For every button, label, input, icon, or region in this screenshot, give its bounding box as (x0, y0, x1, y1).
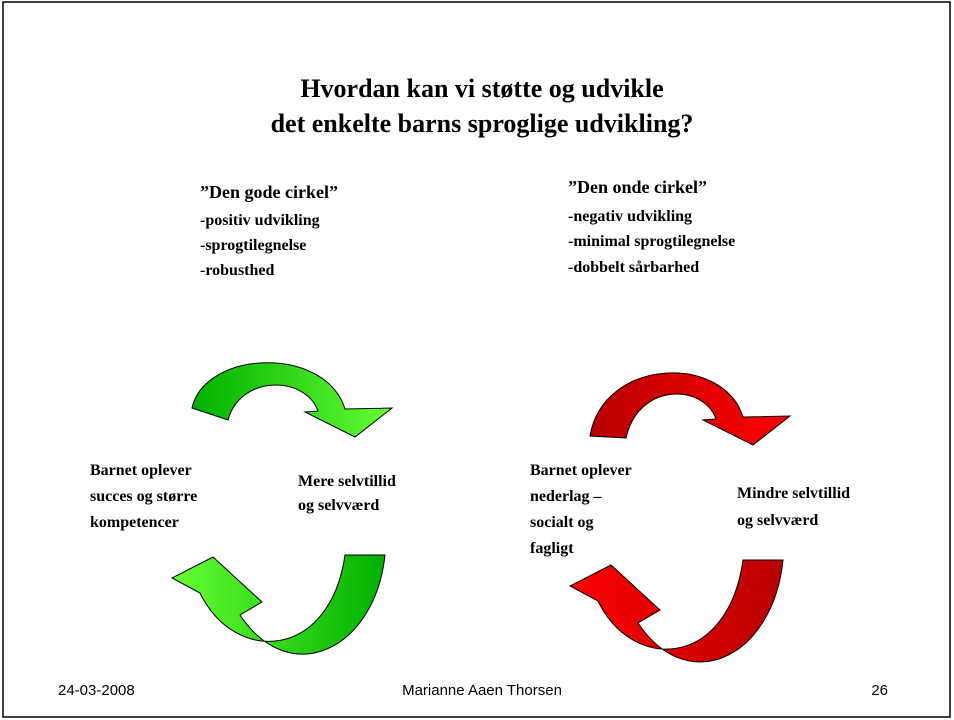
good-circle (170, 362, 394, 655)
label: og selvværd (298, 497, 379, 514)
item: -positiv udvikling (200, 212, 320, 229)
label: Mindre selvtillid (737, 485, 850, 502)
label: Mere selvtillid (298, 473, 396, 490)
label: socialt og (530, 514, 594, 531)
arrow (191, 362, 394, 438)
bad-circle (568, 372, 792, 663)
title: Hvordan kan vi støtte og udvikle (300, 74, 663, 103)
heading: ”Den gode cirkel” (200, 182, 338, 202)
label: succes og større (90, 488, 197, 505)
footer-date: 24-03-2008 (58, 682, 135, 699)
footer-author: Marianne Aaen Thorsen (402, 682, 562, 699)
item: -dobbelt sårbarhed (568, 259, 699, 276)
arrow (170, 554, 386, 655)
item: -sprogtilegnelse (200, 237, 306, 254)
title: det enkelte barns sproglige udvikling? (271, 109, 694, 138)
arrow (568, 559, 784, 663)
label: Barnet oplever (90, 462, 192, 479)
label: kompetencer (90, 514, 179, 531)
label: og selvværd (737, 512, 818, 529)
arrow (589, 372, 792, 446)
heading: ”Den onde cirkel” (568, 177, 707, 197)
label: nederlag – (530, 488, 603, 505)
item: -robusthed (200, 262, 274, 279)
label: Barnet oplever (530, 462, 632, 479)
label: fagligt (530, 540, 574, 557)
item: -negativ udvikling (568, 208, 692, 225)
item: -minimal sprogtilegnelse (568, 233, 735, 250)
footer-page: 26 (871, 682, 888, 699)
